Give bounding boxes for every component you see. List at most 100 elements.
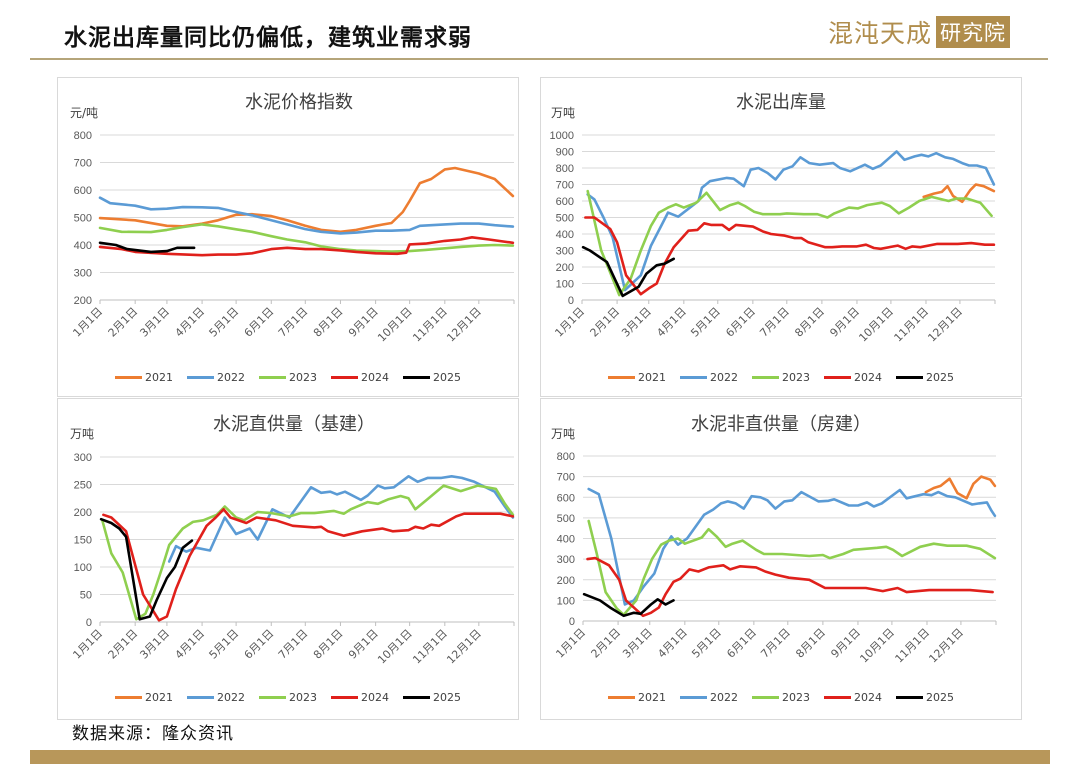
legend-item-2025: 2025 [403, 691, 461, 704]
x-tick-label: 10月1日 [856, 305, 896, 345]
x-tick-label: 4月1日 [654, 305, 689, 340]
legend-label: 2021 [145, 691, 173, 704]
x-tick-label: 4月1日 [173, 627, 208, 662]
series-line-2025 [99, 517, 194, 621]
logo-box: 研究院 [936, 16, 1011, 48]
chart-panel-shipments: 水泥出库量 万吨 0 100 200 300 400 500 600 700 800 900 1000 1… [540, 77, 1022, 397]
series-line-2022 [98, 196, 515, 235]
x-tick-label: 7月1日 [276, 305, 311, 340]
legend-swatch [187, 696, 214, 699]
x-tick-label: 8月1日 [792, 305, 827, 340]
x-tick-label: 4月1日 [173, 305, 208, 340]
y-tick-label: 300 [556, 246, 574, 258]
legend-swatch [259, 376, 286, 379]
page-title: 水泥出库量同比仍偏低，建筑业需求弱 [64, 24, 472, 51]
data-source: 数据来源：隆众资讯 [72, 724, 234, 744]
series-line-2023 [587, 519, 997, 617]
legend-label: 2024 [361, 371, 389, 384]
y-tick-label: 200 [556, 262, 574, 274]
y-axis-unit: 元/吨 [70, 106, 99, 120]
legend-item-2021: 2021 [608, 691, 666, 704]
y-tick-label: 300 [557, 554, 575, 566]
legend-item-2021: 2021 [608, 371, 666, 384]
y-tick-label: 600 [556, 196, 574, 208]
chart-title: 水泥出库量 [736, 92, 826, 113]
series-line-2023 [100, 484, 515, 621]
series-line-2023 [98, 223, 515, 253]
y-tick-label: 50 [80, 590, 92, 602]
x-tick-label: 5月1日 [689, 626, 724, 661]
legend-label: 2023 [289, 371, 317, 384]
legend-label: 2024 [361, 691, 389, 704]
legend-swatch [824, 376, 851, 379]
x-tick-label: 5月1日 [207, 305, 242, 340]
y-tick-label: 250 [74, 480, 92, 492]
y-tick-label: 100 [556, 279, 574, 291]
legend-item-2023: 2023 [259, 691, 317, 704]
y-tick-label: 150 [74, 535, 92, 547]
legend-item-2022: 2022 [680, 371, 738, 384]
legend-swatch [680, 376, 707, 379]
y-tick-label: 100 [557, 595, 575, 607]
series-line-2024 [586, 556, 994, 618]
x-tick-label: 12月1日 [444, 627, 484, 667]
chart-panel-price-index: 水泥价格指数 元/吨 200 300 400 500 600 700 800 1月1日 2月1日 3月… [57, 77, 519, 397]
y-tick-label: 400 [74, 240, 92, 252]
chart-panel-indirect-supply: 水泥非直供量（房建） 万吨 0 100 200 300 400 500 600 700 800 1月1… [540, 398, 1022, 720]
y-tick-label: 800 [557, 451, 575, 463]
x-tick-label: 2月1日 [106, 627, 141, 662]
legend-swatch [259, 696, 286, 699]
x-tick-label: 3月1日 [619, 305, 654, 340]
y-tick-label: 700 [557, 472, 575, 484]
y-axis-unit: 万吨 [70, 427, 95, 441]
y-axis-unit: 万吨 [551, 106, 576, 120]
x-tick-label: 6月1日 [242, 627, 277, 662]
legend-swatch [608, 376, 635, 379]
legend-swatch [752, 696, 779, 699]
series-line-2022 [167, 475, 515, 563]
x-tick-label: 6月1日 [242, 305, 277, 340]
y-tick-label: 600 [74, 185, 92, 197]
x-tick-label: 6月1日 [724, 626, 759, 661]
legend-label: 2023 [782, 691, 810, 704]
legend-item-2025: 2025 [896, 691, 954, 704]
legend-label: 2025 [433, 691, 461, 704]
legend-label: 2022 [217, 371, 245, 384]
y-tick-label: 100 [74, 562, 92, 574]
legend-label: 2022 [710, 691, 738, 704]
x-tick-label: 7月1日 [758, 626, 793, 661]
legend-label: 2022 [710, 371, 738, 384]
legend-label: 2024 [854, 691, 882, 704]
legend-swatch [115, 696, 142, 699]
y-tick-label: 800 [74, 130, 92, 142]
series-line-2022 [587, 487, 997, 606]
legend-label: 2025 [926, 371, 954, 384]
legend: 2021 2022 2023 2024 2025 [541, 371, 1021, 384]
legend-item-2023: 2023 [259, 371, 317, 384]
series-line-2024 [102, 508, 515, 622]
x-tick-label: 5月1日 [688, 305, 723, 340]
x-tick-label: 12月1日 [444, 305, 484, 345]
x-tick-label: 3月1日 [620, 626, 655, 661]
legend-item-2025: 2025 [896, 371, 954, 384]
legend-swatch [608, 696, 635, 699]
legend: 2021 2022 2023 2024 2025 [541, 691, 1021, 704]
x-tick-label: 2月1日 [588, 305, 623, 340]
y-tick-label: 0 [86, 617, 92, 629]
y-tick-label: 900 [556, 147, 574, 159]
y-tick-label: 300 [74, 452, 92, 464]
x-tick-label: 10月1日 [375, 305, 415, 345]
x-tick-label: 11月1日 [893, 626, 933, 666]
legend-item-2024: 2024 [331, 691, 389, 704]
chart-title: 水泥非直供量（房建） [691, 414, 871, 435]
x-tick-label: 3月1日 [137, 305, 172, 340]
legend-swatch [403, 376, 430, 379]
x-tick-label: 10月1日 [375, 627, 415, 667]
x-tick-label: 8月1日 [311, 627, 346, 662]
series-line-2025 [98, 241, 196, 254]
series-line-2025 [581, 245, 675, 298]
x-tick-label: 8月1日 [311, 305, 346, 340]
chart-title: 水泥直供量（基建） [213, 414, 375, 435]
y-tick-label: 1000 [550, 130, 574, 142]
